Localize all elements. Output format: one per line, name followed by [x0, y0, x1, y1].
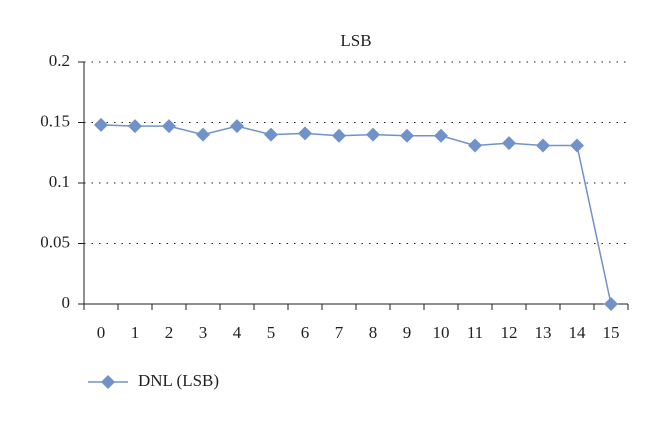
x-tick-label: 6 — [301, 323, 310, 342]
y-tick-label: 0.05 — [40, 232, 70, 251]
data-point — [366, 127, 380, 142]
x-tick-label: 5 — [267, 323, 276, 342]
data-point — [604, 297, 618, 311]
x-tick-label: 3 — [199, 323, 208, 342]
data-point — [536, 138, 550, 153]
x-tick-label: 9 — [403, 323, 412, 342]
data-point — [128, 119, 142, 134]
x-tick-label: 2 — [165, 323, 174, 342]
y-tick-label: 0.1 — [49, 172, 70, 191]
data-point — [434, 128, 448, 143]
data-point — [298, 126, 312, 141]
data-point — [94, 117, 108, 132]
y-tick-label: 0.15 — [40, 111, 70, 130]
x-tick-label: 11 — [467, 323, 483, 342]
x-tick-label: 15 — [603, 323, 620, 342]
x-tick-label: 0 — [97, 323, 106, 342]
x-tick-label: 4 — [233, 323, 242, 342]
data-point — [332, 128, 346, 143]
data-point — [400, 128, 414, 143]
x-tick-label: 8 — [369, 323, 378, 342]
data-line — [100, 124, 612, 305]
data-point — [264, 127, 278, 142]
chart-title: LSB — [340, 31, 371, 50]
x-tick-label: 7 — [335, 323, 344, 342]
x-tick-label: 14 — [569, 323, 587, 342]
data-point — [468, 138, 482, 153]
data-point — [196, 127, 210, 142]
legend-marker — [101, 375, 115, 389]
data-point — [502, 136, 516, 151]
legend-label: DNL (LSB) — [138, 371, 219, 390]
data-point — [230, 119, 244, 134]
x-tick-label: 10 — [433, 323, 450, 342]
x-tick-label: 13 — [535, 323, 552, 342]
y-tick-label: 0.2 — [49, 51, 70, 70]
y-tick-label: 0 — [62, 293, 71, 312]
x-tick-label: 1 — [131, 323, 140, 342]
x-tick-label: 12 — [501, 323, 518, 342]
data-point — [162, 119, 176, 134]
data-point — [570, 138, 584, 153]
